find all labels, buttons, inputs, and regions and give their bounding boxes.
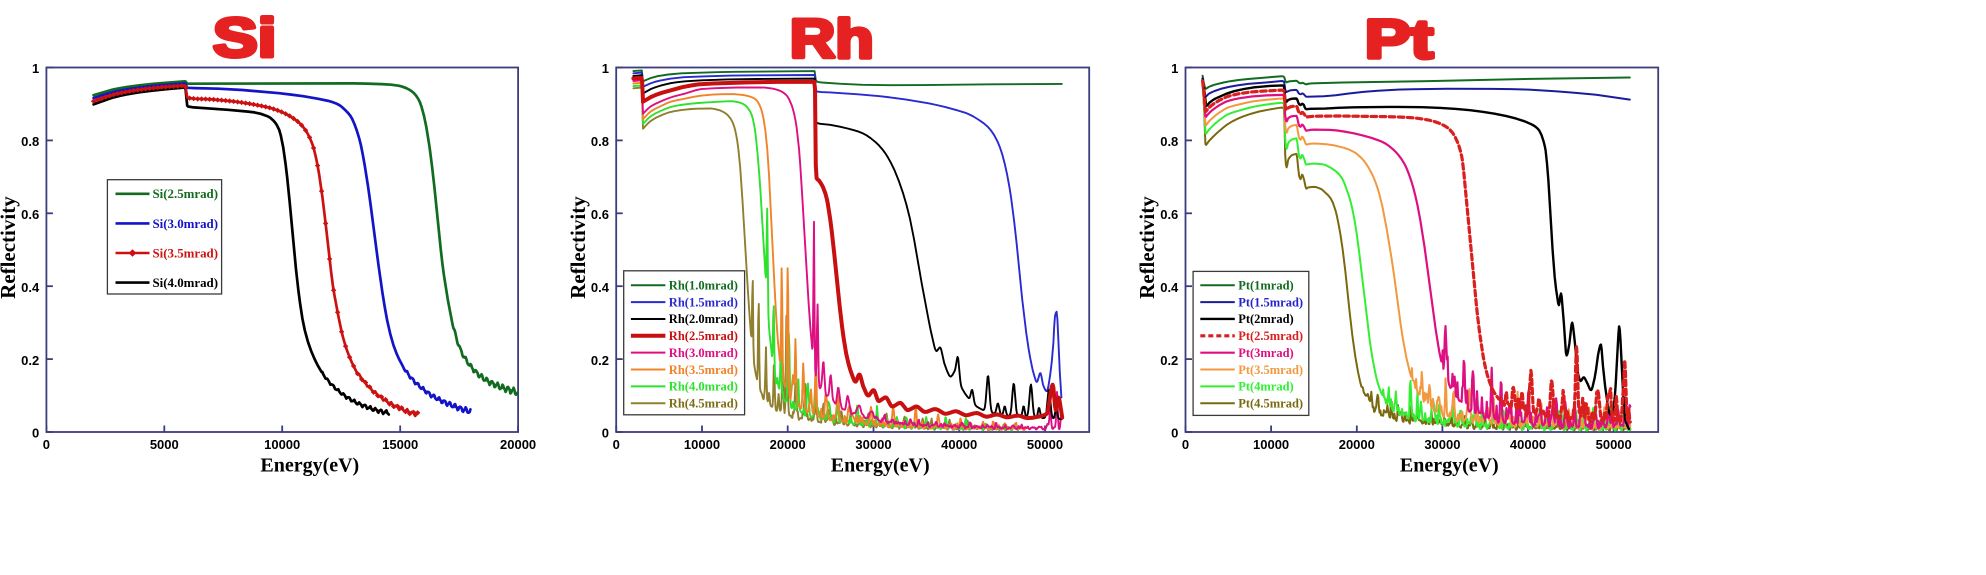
svg-text:Energy(eV): Energy(eV) bbox=[260, 454, 359, 476]
svg-text:1: 1 bbox=[1171, 61, 1178, 76]
svg-text:1: 1 bbox=[32, 61, 39, 76]
svg-text:Pt: Pt bbox=[1365, 8, 1434, 70]
svg-text:Si(4.0mrad): Si(4.0mrad) bbox=[153, 276, 219, 290]
svg-text:10000: 10000 bbox=[1253, 437, 1289, 452]
svg-text:40000: 40000 bbox=[941, 437, 977, 452]
svg-text:20000: 20000 bbox=[1339, 437, 1375, 452]
svg-text:Rh(1.0mrad): Rh(1.0mrad) bbox=[669, 278, 738, 292]
svg-text:10000: 10000 bbox=[684, 437, 720, 452]
svg-text:0.4: 0.4 bbox=[591, 280, 610, 295]
svg-text:15000: 15000 bbox=[382, 437, 418, 452]
svg-text:20000: 20000 bbox=[770, 437, 806, 452]
svg-text:Si(2.5mrad): Si(2.5mrad) bbox=[153, 187, 219, 201]
svg-text:Pt(3mrad): Pt(3mrad) bbox=[1238, 346, 1294, 360]
svg-text:20000: 20000 bbox=[500, 437, 536, 452]
svg-text:10000: 10000 bbox=[264, 437, 300, 452]
svg-text:0.6: 0.6 bbox=[591, 207, 609, 222]
svg-text:0.4: 0.4 bbox=[21, 280, 40, 295]
svg-text:Rh(4.0mrad): Rh(4.0mrad) bbox=[669, 380, 738, 394]
svg-text:Si(3.0mrad): Si(3.0mrad) bbox=[153, 217, 219, 231]
svg-text:40000: 40000 bbox=[1510, 437, 1546, 452]
svg-text:Rh(3.5mrad): Rh(3.5mrad) bbox=[669, 363, 738, 377]
svg-text:Pt(4mrad): Pt(4mrad) bbox=[1238, 380, 1294, 394]
svg-text:Pt(1mrad): Pt(1mrad) bbox=[1238, 278, 1294, 292]
svg-text:Pt(3.5mrad): Pt(3.5mrad) bbox=[1238, 363, 1303, 377]
svg-text:Rh(4.5mrad): Rh(4.5mrad) bbox=[669, 397, 738, 411]
svg-text:5000: 5000 bbox=[150, 437, 179, 452]
svg-text:Pt(4.5mrad): Pt(4.5mrad) bbox=[1238, 397, 1303, 411]
svg-text:0: 0 bbox=[43, 437, 50, 452]
svg-text:0.4: 0.4 bbox=[1160, 280, 1179, 295]
svg-text:0: 0 bbox=[1171, 426, 1178, 441]
svg-text:0: 0 bbox=[602, 426, 609, 441]
svg-text:0.8: 0.8 bbox=[1160, 134, 1178, 149]
svg-text:Si: Si bbox=[213, 7, 277, 69]
svg-text:0.2: 0.2 bbox=[591, 353, 609, 368]
svg-text:Rh(2.5mrad): Rh(2.5mrad) bbox=[669, 329, 738, 343]
svg-text:Si(3.5mrad): Si(3.5mrad) bbox=[153, 246, 219, 260]
svg-text:Pt(2.5mrad): Pt(2.5mrad) bbox=[1238, 329, 1303, 343]
svg-text:Rh(2.0mrad): Rh(2.0mrad) bbox=[669, 312, 738, 326]
svg-text:50000: 50000 bbox=[1596, 437, 1632, 452]
svg-text:0: 0 bbox=[613, 437, 620, 452]
svg-text:Energy(eV): Energy(eV) bbox=[831, 454, 930, 476]
svg-text:Reflectivity: Reflectivity bbox=[0, 196, 20, 299]
svg-text:Reflectivity: Reflectivity bbox=[1135, 196, 1159, 299]
svg-text:0.8: 0.8 bbox=[21, 134, 39, 149]
svg-text:Energy(eV): Energy(eV) bbox=[1400, 454, 1499, 476]
svg-text:50000: 50000 bbox=[1027, 437, 1063, 452]
svg-text:0.6: 0.6 bbox=[21, 207, 39, 222]
svg-text:0.6: 0.6 bbox=[1160, 207, 1178, 222]
svg-text:Rh(1.5mrad): Rh(1.5mrad) bbox=[669, 295, 738, 309]
svg-text:30000: 30000 bbox=[1424, 437, 1460, 452]
svg-text:Rh(3.0mrad): Rh(3.0mrad) bbox=[669, 346, 738, 360]
svg-text:0.8: 0.8 bbox=[591, 134, 609, 149]
svg-text:Reflectivity: Reflectivity bbox=[566, 196, 590, 299]
svg-text:0: 0 bbox=[32, 426, 39, 441]
svg-text:Pt(2mrad): Pt(2mrad) bbox=[1238, 312, 1294, 326]
svg-text:0: 0 bbox=[1182, 437, 1189, 452]
svg-text:Pt(1.5mrad): Pt(1.5mrad) bbox=[1238, 295, 1303, 309]
svg-text:1: 1 bbox=[602, 61, 609, 76]
svg-text:Rh: Rh bbox=[790, 8, 874, 70]
svg-text:30000: 30000 bbox=[855, 437, 891, 452]
svg-text:0.2: 0.2 bbox=[21, 353, 39, 368]
svg-text:0.2: 0.2 bbox=[1160, 353, 1178, 368]
